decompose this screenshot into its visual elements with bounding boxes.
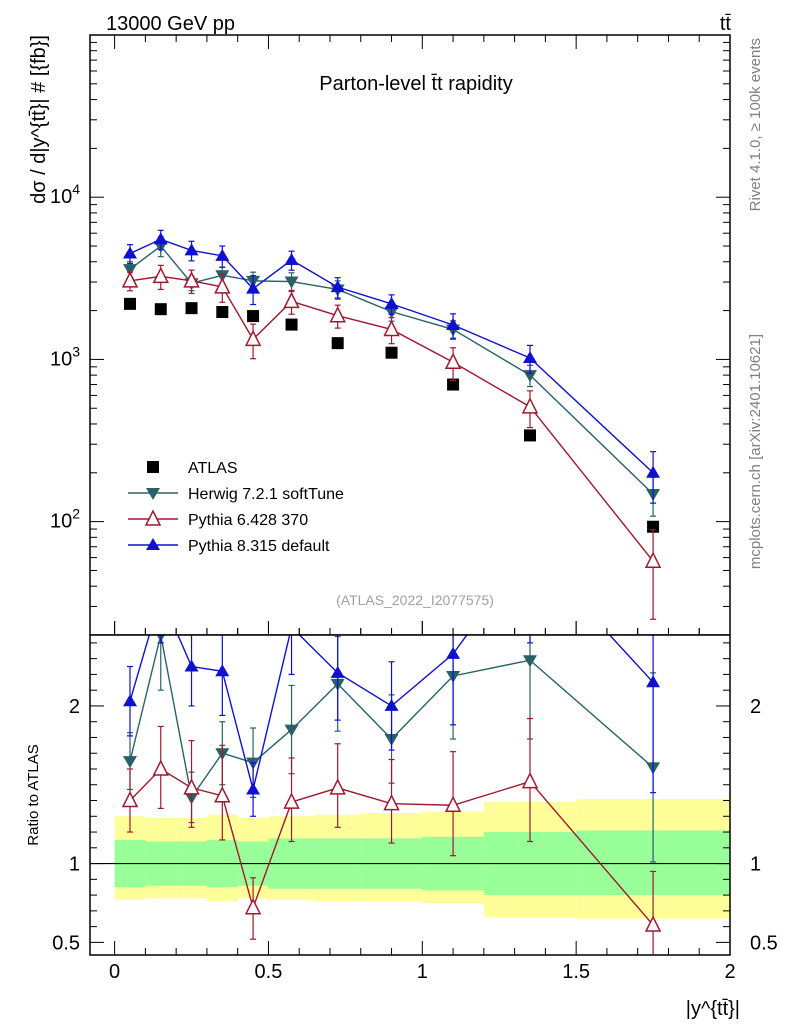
y-tick-label: 104 [50, 181, 80, 208]
pythia-6-428-370-ratio-point [244, 898, 262, 915]
plot-title: Parton-level t̄t rapidity [319, 73, 512, 95]
legend: ATLAS Herwig 7.2.1 softTune Pythia 6.428 3… [128, 460, 344, 555]
pythia-8-315-default-point [446, 317, 461, 330]
legend-marker-herwig-7-2-1-softtune [146, 488, 160, 500]
pythia-8-315-default-point [123, 246, 137, 259]
y-tick-label: 103 [50, 343, 80, 370]
atlas-point [247, 310, 260, 323]
x-tick-label: 1 [417, 961, 428, 983]
pythia-6-428-370-ratio-point [121, 790, 139, 808]
legend-marker-pythia-6-428-370 [144, 509, 162, 526]
x-tick-label: 1.5 [562, 961, 590, 983]
legend-label-pythia-8-315-default: Pythia 8.315 default [188, 538, 330, 555]
herwig-7-2-1-softtune-ratio-point [523, 655, 537, 668]
pythia-6-428-370-point [521, 397, 539, 414]
header-right: tt̄ [720, 13, 732, 35]
pythia-6-428-370-ratio-point [283, 792, 300, 809]
pythia-8-315-default-point [215, 248, 230, 261]
ratio-tick-label-left: 0.5 [52, 932, 80, 954]
pythia-8-315-default-ratio-point [123, 694, 137, 707]
pythia-6-428-370-ratio-point [444, 795, 462, 812]
pythia-6-428-370-ratio-point [329, 778, 346, 795]
herwig-7-2-1-softtune-ratio-point [284, 724, 299, 737]
pythia-8-315-default-point [646, 465, 661, 478]
atlas-point [524, 429, 536, 442]
herwig-7-2-1-softtune-ratio-point [123, 756, 137, 769]
herwig-7-2-1-softtune-point [523, 370, 537, 383]
atlas-point [447, 378, 460, 391]
atlas-point [285, 318, 298, 331]
herwig-7-2-1-softtune-point [123, 264, 137, 277]
ratio-tick-label-left: 2 [69, 696, 80, 718]
ratio-tick-label-left: 1 [69, 854, 80, 876]
atlas-point [154, 303, 167, 316]
pythia-6-428-370-ratio-point [383, 793, 400, 811]
atlas-point [385, 346, 398, 359]
pythia-8-315-default-point [284, 253, 299, 266]
pythia-8-315-default-point [184, 243, 199, 256]
x-tick-label: 0 [109, 961, 120, 983]
analysis-tag: (ATLAS_2022_I2077575) [336, 592, 494, 608]
legend-label-atlas: ATLAS [188, 460, 238, 477]
pythia-6-428-370-ratio-point [183, 778, 200, 795]
atlas-point [331, 337, 344, 350]
atlas-point [185, 302, 198, 315]
pythia-8-315-default-ratio-line [129, 635, 654, 790]
pythia-6-428-370-point [152, 266, 169, 284]
pythia-6-428-370-point [244, 329, 262, 347]
x-tick-label: 0.5 [255, 961, 283, 983]
ratio-tick-label-right: 0.5 [750, 932, 778, 954]
pythia-8-315-default-ratio-point [215, 664, 230, 677]
pythia-6-428-370-point [329, 306, 346, 323]
pythia-8-315-default-point [330, 280, 345, 293]
herwig-7-2-1-softtune-point [284, 276, 299, 289]
pythia-8-315-default-point [153, 232, 168, 245]
ratio-y-label: Ratio to ATLAS [25, 744, 42, 845]
pythia-6-428-370-ratio-point [214, 786, 231, 803]
pythia-8-315-default-ratio-point [446, 646, 461, 659]
pythia-8-315-default-ratio-point [330, 665, 345, 678]
ratio-panel: 0.5 0.5 1 1 2 2 Ratio to ATLAS [25, 634, 778, 956]
pythia-8-315-default-ratio-point [184, 659, 199, 672]
x-axis-label: |y^{tt̄}| [686, 998, 740, 1020]
ratio-tick-label-right: 2 [750, 696, 761, 718]
pythia-8-315-default-ratio-point [246, 782, 261, 795]
y-tick-label: 102 [50, 506, 80, 533]
side-mcplots: mcplots.cern.ch [arXiv:2401.10621] [747, 334, 764, 569]
pythia-6-428-370-point [444, 352, 462, 370]
pythia-8-315-default-point [246, 281, 261, 294]
atlas-point [216, 306, 229, 319]
pythia-8-315-default-point [384, 296, 399, 309]
side-rivet: Rivet 4.1.0, ≥ 100k events [747, 38, 764, 211]
ratio-frame [89, 634, 731, 956]
main-panel: 102 103 104 Parton-level t̄t rapidity (ATL… [28, 34, 731, 636]
legend-marker-atlas [147, 461, 159, 473]
x-tick-label: 2 [724, 961, 735, 983]
pythia-6-428-370-ratio-point [152, 759, 169, 776]
y-axis-label: dσ / d|y^{tt̄}| # [{fb}] [28, 35, 50, 204]
pythia-8-315-default-ratio-point [384, 698, 399, 711]
legend-label-pythia-6-428-370: Pythia 6.428 370 [188, 512, 308, 529]
pythia-6-428-370-ratio-point [521, 771, 539, 789]
header-left: 13000 GeV pp [106, 13, 235, 35]
pythia-6-428-370-ratio-point [644, 915, 662, 932]
ratio-tick-label-right: 1 [750, 854, 761, 876]
atlas-point [124, 297, 136, 310]
legend-label-herwig-7-2-1-softtune: Herwig 7.2.1 softTune [188, 486, 344, 503]
pythia-6-428-370-point [183, 271, 200, 288]
pythia-8-315-default-point [523, 351, 537, 364]
legend-marker-pythia-8-315-default [146, 538, 160, 550]
pythia-6-428-370-point [214, 277, 231, 294]
pythia-6-428-370-point [121, 271, 139, 288]
pythia-8-315-default-ratio-point [646, 675, 661, 688]
pythia-6-428-370-point [644, 551, 662, 568]
pythia-6-428-370-point [383, 319, 400, 337]
pythia-6-428-370-point [283, 291, 300, 309]
